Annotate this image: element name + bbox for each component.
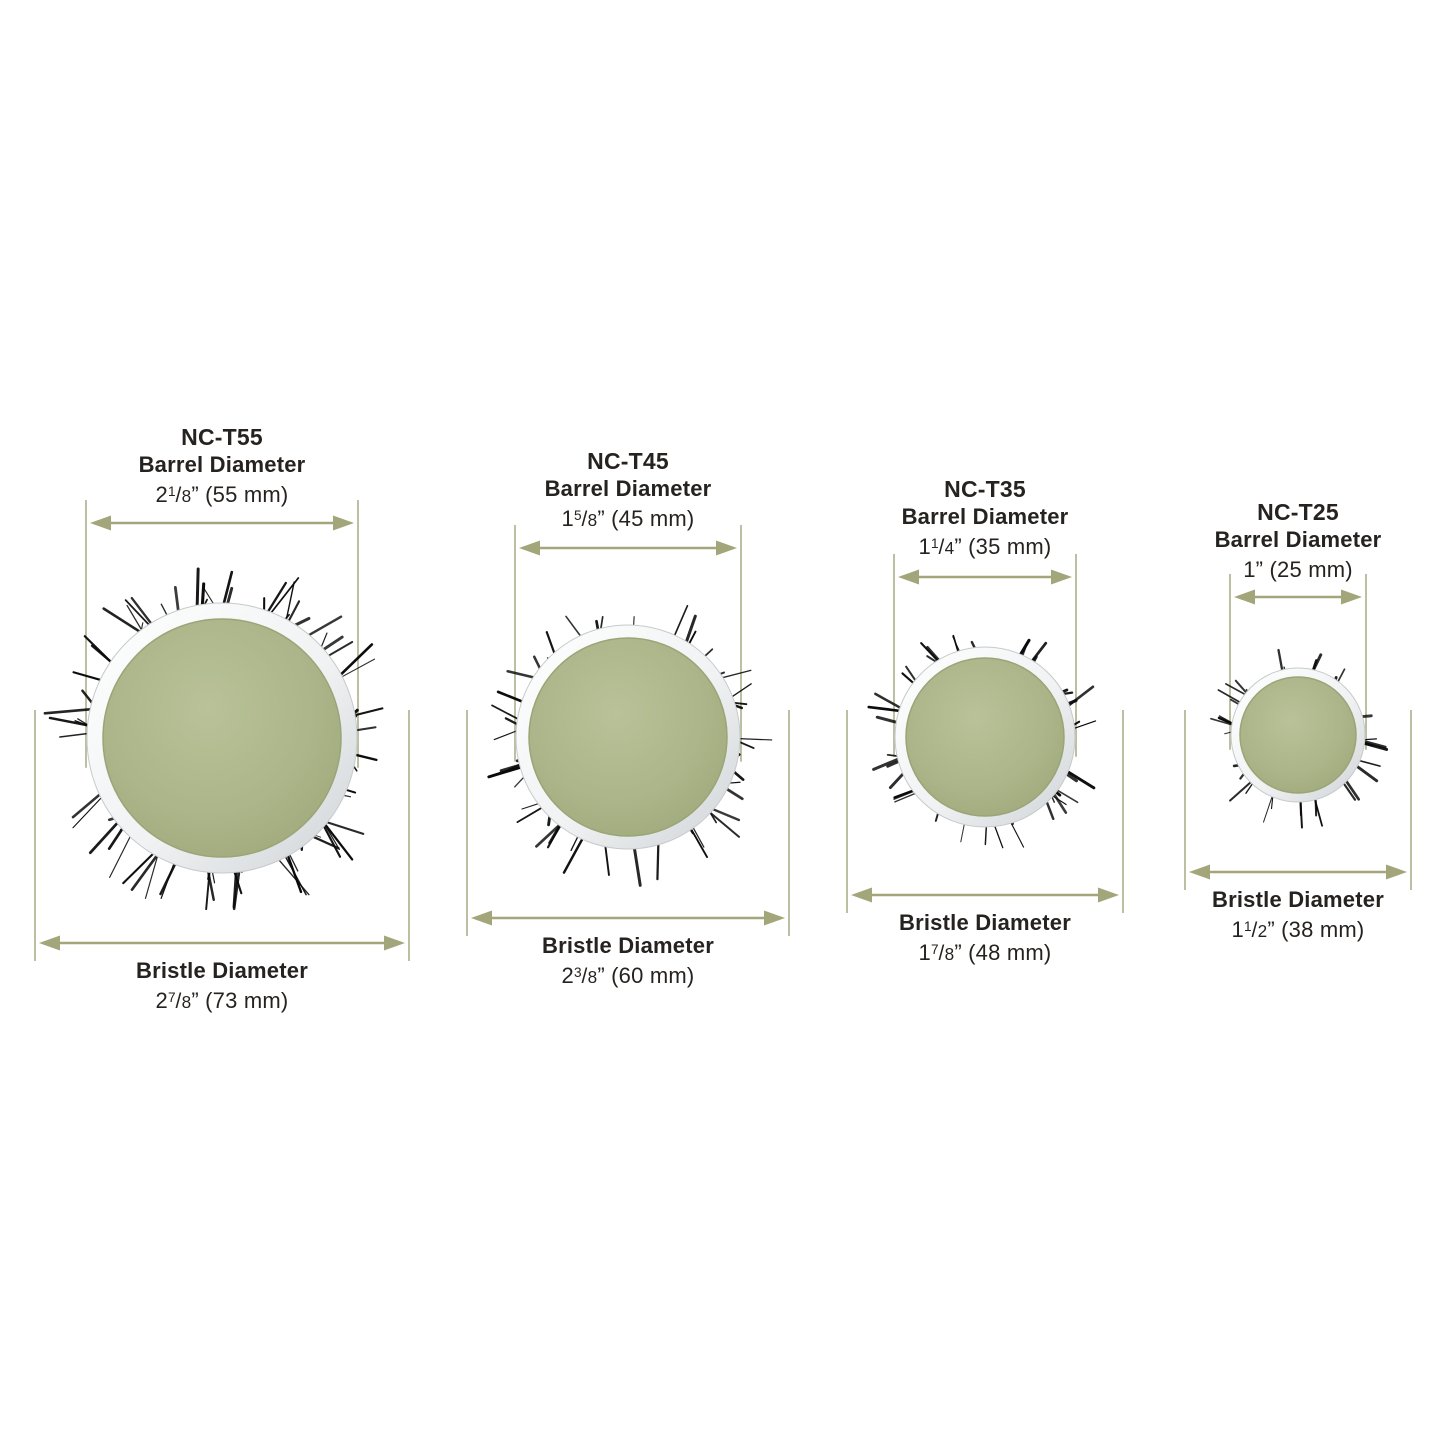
size-fraction-numerator: 1 bbox=[167, 484, 176, 499]
barrel-size-label: 11/4” (35 mm) bbox=[815, 530, 1155, 562]
size-fraction-numerator: 1 bbox=[1243, 919, 1252, 934]
barrel-dimension-arrow-right-head bbox=[1341, 589, 1362, 605]
size-fraction-denominator: 8 bbox=[944, 944, 955, 965]
size-fraction-denominator: 2 bbox=[1257, 921, 1268, 942]
size-fraction-slash: / bbox=[581, 965, 588, 989]
size-fraction-slash: / bbox=[938, 536, 945, 560]
size-whole: 2 bbox=[155, 988, 168, 1014]
size-fraction-slash: / bbox=[581, 508, 588, 532]
size-whole: 2 bbox=[561, 963, 574, 989]
size-unit: ” (55 mm) bbox=[191, 482, 289, 508]
model-label: NC-T55 bbox=[181, 424, 263, 450]
bristle-label-block-nct45: Bristle Diameter 23/8” (60 mm) bbox=[458, 932, 798, 991]
size-unit: ” (73 mm) bbox=[191, 988, 289, 1014]
barrel-label-block-nct25: NC-T25 Barrel Diameter 1” (25 mm) bbox=[1128, 499, 1445, 585]
bristle-diameter-label: Bristle Diameter bbox=[136, 958, 308, 983]
bristle-size-label: 27/8” (73 mm) bbox=[52, 984, 392, 1016]
size-fraction-numerator: 5 bbox=[573, 508, 582, 523]
bristle-dimension-arrow-right-head bbox=[384, 935, 405, 951]
barrel-dimension-arrow-right-head bbox=[1051, 569, 1072, 585]
size-unit: ” (45 mm) bbox=[597, 506, 695, 532]
brush-barrel bbox=[102, 618, 342, 858]
bristle-size-label: 23/8” (60 mm) bbox=[458, 959, 798, 991]
model-label: NC-T35 bbox=[944, 476, 1026, 502]
size-fraction-denominator: 8 bbox=[587, 510, 598, 531]
bristle-diameter-label: Bristle Diameter bbox=[899, 910, 1071, 935]
barrel-size-label: 21/8” (55 mm) bbox=[52, 478, 392, 510]
bristle-label-block-nct25: Bristle Diameter 11/2” (38 mm) bbox=[1128, 886, 1445, 945]
bristle-dimension-arrow-left-head bbox=[1189, 864, 1210, 880]
barrel-label-block-nct45: NC-T45 Barrel Diameter 15/8” (45 mm) bbox=[458, 448, 798, 534]
bristle-diameter-label: Bristle Diameter bbox=[542, 933, 714, 958]
barrel-diameter-label: Barrel Diameter bbox=[544, 476, 712, 501]
bristle-dimension-arrow-right-head bbox=[1386, 864, 1407, 880]
barrel-dimension-arrow-left-head bbox=[90, 515, 111, 531]
size-fraction-numerator: 3 bbox=[573, 965, 582, 980]
bristle-dimension-arrow-left-head bbox=[851, 887, 872, 903]
model-label: NC-T45 bbox=[587, 448, 669, 474]
bristle-size-label: 11/2” (38 mm) bbox=[1128, 913, 1445, 945]
bristle-dimension-arrow-left-head bbox=[471, 910, 492, 926]
size-whole: 1 bbox=[1243, 557, 1256, 583]
size-whole: 2 bbox=[155, 482, 168, 508]
barrel-label-block-nct35: NC-T35 Barrel Diameter 11/4” (35 mm) bbox=[815, 476, 1155, 562]
size-fraction-slash: / bbox=[938, 942, 945, 966]
model-label: NC-T25 bbox=[1257, 499, 1339, 525]
barrel-size-label: 15/8” (45 mm) bbox=[458, 502, 798, 534]
size-unit: ” (25 mm) bbox=[1255, 557, 1353, 583]
size-unit: ” (48 mm) bbox=[954, 940, 1052, 966]
bristle-label-block-nct55: Bristle Diameter 27/8” (73 mm) bbox=[52, 957, 392, 1016]
size-whole: 1 bbox=[918, 940, 931, 966]
size-fraction-denominator: 8 bbox=[181, 992, 192, 1013]
barrel-label-block-nct55: NC-T55 Barrel Diameter 21/8” (55 mm) bbox=[52, 424, 392, 510]
size-fraction-denominator: 8 bbox=[181, 486, 192, 507]
size-fraction-numerator: 7 bbox=[167, 990, 176, 1005]
size-fraction-numerator: 1 bbox=[930, 536, 939, 551]
bristle-diameter-label: Bristle Diameter bbox=[1212, 887, 1384, 912]
barrel-dimension-arrow-left-head bbox=[898, 569, 919, 585]
barrel-dimension-arrow-right-head bbox=[333, 515, 354, 531]
barrel-diameter-label: Barrel Diameter bbox=[901, 504, 1069, 529]
bristle-dimension-arrow-right-head bbox=[1098, 887, 1119, 903]
size-fraction-slash: / bbox=[175, 484, 182, 508]
size-unit: ” (35 mm) bbox=[954, 534, 1052, 560]
size-fraction-denominator: 4 bbox=[944, 538, 955, 559]
size-whole: 1 bbox=[918, 534, 931, 560]
size-fraction-numerator: 7 bbox=[930, 942, 939, 957]
size-fraction-denominator: 8 bbox=[587, 967, 598, 988]
barrel-size-label: 1” (25 mm) bbox=[1128, 553, 1445, 585]
bristle-line bbox=[562, 832, 587, 874]
size-fraction-slash: / bbox=[1251, 919, 1258, 943]
size-unit: ” (38 mm) bbox=[1267, 917, 1365, 943]
bristle-size-label: 17/8” (48 mm) bbox=[815, 936, 1155, 968]
brush-barrel bbox=[905, 657, 1065, 817]
brush-barrel bbox=[528, 637, 728, 837]
barrel-diameter-label: Barrel Diameter bbox=[138, 452, 306, 477]
bristle-dimension-arrow-left-head bbox=[39, 935, 60, 951]
size-unit: ” (60 mm) bbox=[597, 963, 695, 989]
barrel-dimension-arrow-right-head bbox=[716, 540, 737, 556]
size-whole: 1 bbox=[1231, 917, 1244, 943]
barrel-dimension-arrow-left-head bbox=[1234, 589, 1255, 605]
barrel-diameter-label: Barrel Diameter bbox=[1214, 527, 1382, 552]
brush-barrel bbox=[1239, 676, 1357, 794]
size-whole: 1 bbox=[561, 506, 574, 532]
size-fraction-slash: / bbox=[175, 990, 182, 1014]
barrel-dimension-arrow-left-head bbox=[519, 540, 540, 556]
bristle-dimension-arrow-right-head bbox=[764, 910, 785, 926]
bristle-label-block-nct35: Bristle Diameter 17/8” (48 mm) bbox=[815, 909, 1155, 968]
